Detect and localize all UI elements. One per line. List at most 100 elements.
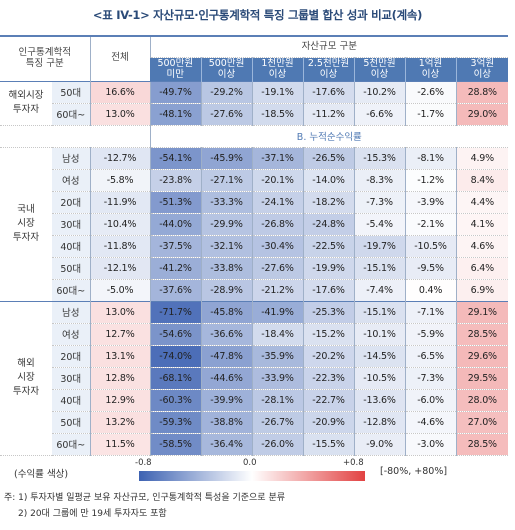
value-cell: 6.9% bbox=[455, 279, 509, 302]
section-b-title: B. 누적순수익률 bbox=[149, 125, 509, 148]
row-label: 여성 bbox=[52, 323, 91, 346]
legend-gradient-bar bbox=[139, 471, 365, 481]
legend-mid: 0.0 bbox=[243, 458, 257, 468]
total-cell: 12.7% bbox=[89, 323, 151, 346]
value-cell: -15.5% bbox=[302, 433, 355, 456]
value-cell: -32.1% bbox=[200, 235, 253, 258]
value-cell: -12.8% bbox=[353, 411, 406, 434]
value-cell: -36.4% bbox=[200, 433, 253, 456]
value-cell: 28.5% bbox=[455, 433, 509, 456]
value-cell: -28.9% bbox=[200, 279, 253, 302]
value-cell: -17.6% bbox=[302, 279, 355, 302]
row-label: 20대 bbox=[52, 191, 91, 214]
row-label: 남성 bbox=[52, 147, 91, 170]
total-cell: -12.1% bbox=[89, 257, 151, 280]
value-cell: -25.3% bbox=[302, 300, 355, 324]
value-cell: -27.6% bbox=[200, 103, 253, 126]
value-cell: -27.1% bbox=[200, 169, 253, 192]
value-cell: 27.0% bbox=[455, 411, 509, 434]
value-cell: -29.9% bbox=[200, 213, 253, 236]
total-cell: -5.0% bbox=[89, 279, 151, 302]
value-cell: -35.9% bbox=[251, 345, 304, 368]
value-cell: -7.4% bbox=[353, 279, 406, 302]
value-cell: -19.7% bbox=[353, 235, 406, 258]
value-cell: -7.3% bbox=[404, 367, 457, 390]
header-row-1: 인구통계학적 특징 구분 전체 자산규모 구분 bbox=[0, 36, 509, 82]
value-cell: -7.3% bbox=[353, 191, 406, 214]
value-cell: -59.3% bbox=[149, 411, 202, 434]
row-label: 30대 bbox=[52, 367, 91, 390]
total-cell: 12.9% bbox=[89, 389, 151, 412]
table-row: 여성 -5.8% -23.8% -27.1% -20.1% -14.0% -8.3% -1.2… bbox=[0, 169, 509, 192]
group-label: 해외 시장 투자자 bbox=[0, 300, 52, 456]
value-cell: -38.8% bbox=[200, 411, 253, 434]
row-label: 30대 bbox=[52, 213, 91, 236]
section-b-spacer bbox=[0, 125, 151, 148]
value-cell: -8.1% bbox=[404, 147, 457, 170]
value-cell: -1.7% bbox=[404, 103, 457, 126]
value-cell: -22.5% bbox=[302, 235, 355, 258]
value-cell: 29.5% bbox=[455, 367, 509, 390]
value-cell: -26.8% bbox=[251, 213, 304, 236]
legend-min: -0.8 bbox=[135, 458, 152, 468]
row-label: 40대 bbox=[52, 389, 91, 412]
value-cell: -45.9% bbox=[200, 147, 253, 170]
value-cell: -33.3% bbox=[200, 191, 253, 214]
value-cell: 6.4% bbox=[455, 257, 509, 280]
total-cell: 13.2% bbox=[89, 411, 151, 434]
value-cell: -19.1% bbox=[251, 80, 304, 104]
value-cell: -9.0% bbox=[353, 433, 406, 456]
total-cell: -5.8% bbox=[89, 169, 151, 192]
value-cell: -74.0% bbox=[149, 345, 202, 368]
value-cell: -10.5% bbox=[353, 367, 406, 390]
value-cell: -14.5% bbox=[353, 345, 406, 368]
value-cell: -6.0% bbox=[404, 389, 457, 412]
legend-range: [-80%, +80%] bbox=[380, 466, 448, 477]
table-row: 50대 13.2% -59.3% -38.8% -26.7% -20.9% -12.8% -4… bbox=[0, 411, 509, 434]
table-row: 40대 -11.8% -37.5% -32.1% -30.4% -22.5% -19.7% -… bbox=[0, 235, 509, 258]
value-cell: -3.0% bbox=[404, 433, 457, 456]
value-cell: -26.0% bbox=[251, 433, 304, 456]
value-cell: -13.6% bbox=[353, 389, 406, 412]
value-cell: 29.0% bbox=[455, 103, 509, 126]
value-cell: 4.6% bbox=[455, 235, 509, 258]
row-label: 60대~ bbox=[52, 433, 91, 456]
value-cell: -18.4% bbox=[251, 323, 304, 346]
col-header: 1천만원 이상 bbox=[251, 57, 304, 82]
value-cell: -54.1% bbox=[149, 147, 202, 170]
total-cell: 11.5% bbox=[89, 433, 151, 456]
value-cell: -33.8% bbox=[200, 257, 253, 280]
table-row: 30대 -10.4% -44.0% -29.9% -26.8% -24.8% -5.4% -2… bbox=[0, 213, 509, 236]
table-row: 여성 12.7% -54.6% -36.6% -18.4% -15.2% -10.1% -5.… bbox=[0, 323, 509, 346]
value-cell: -41.2% bbox=[149, 257, 202, 280]
value-cell: -37.1% bbox=[251, 147, 304, 170]
value-cell: -39.9% bbox=[200, 389, 253, 412]
value-cell: -18.2% bbox=[302, 191, 355, 214]
value-cell: -49.7% bbox=[149, 80, 202, 104]
value-cell: -11.2% bbox=[302, 103, 355, 126]
legend-max: +0.8 bbox=[343, 458, 364, 468]
value-cell: -8.3% bbox=[353, 169, 406, 192]
total-cell: 13.1% bbox=[89, 345, 151, 368]
header-row-2: 500만원 미만 500만원 이상 1천만원 이상 2.5천만원 이상 5천만원 이상 1… bbox=[0, 57, 509, 82]
value-cell: 4.9% bbox=[455, 147, 509, 170]
group-label: 국내 시장 투자자 bbox=[0, 147, 52, 302]
col-header: 2.5천만원 이상 bbox=[302, 57, 355, 82]
value-cell: -26.7% bbox=[251, 411, 304, 434]
value-cell: -6.5% bbox=[404, 345, 457, 368]
value-cell: -68.1% bbox=[149, 367, 202, 390]
value-cell: -54.6% bbox=[149, 323, 202, 346]
value-cell: -20.1% bbox=[251, 169, 304, 192]
table-row: 60대~ 13.0% -48.1% -27.6% -18.5% -11.2% -6.6% -1… bbox=[0, 103, 509, 126]
value-cell: -10.2% bbox=[353, 80, 406, 104]
total-cell: 12.8% bbox=[89, 367, 151, 390]
row-label: 60대~ bbox=[52, 103, 91, 126]
col-header: 3억원 이상 bbox=[455, 57, 509, 82]
value-cell: 28.5% bbox=[455, 323, 509, 346]
value-cell: 8.4% bbox=[455, 169, 509, 192]
table-row: 해외시장 투자자 50대 16.6% -49.7% -29.2% -19.1% -17.6%… bbox=[0, 80, 509, 126]
value-cell: -15.1% bbox=[353, 300, 406, 324]
table-row: 40대 12.9% -60.3% -39.9% -28.1% -22.7% -13.6% -6… bbox=[0, 389, 509, 412]
value-cell: -45.8% bbox=[200, 300, 253, 324]
value-cell: -1.2% bbox=[404, 169, 457, 192]
